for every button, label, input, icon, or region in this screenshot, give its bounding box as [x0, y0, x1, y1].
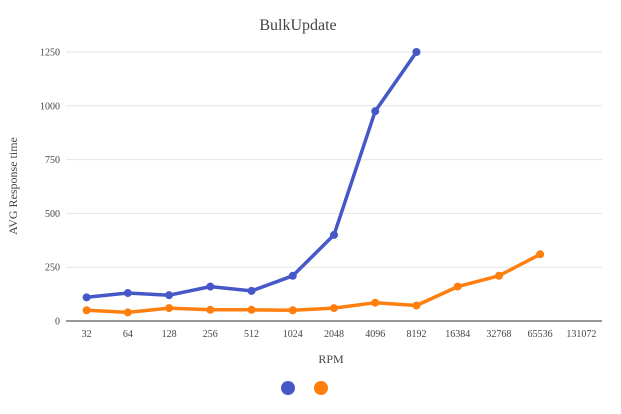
x-tick-label: 4096	[365, 329, 385, 340]
x-tick-label: 64	[123, 329, 133, 340]
series-line	[84, 50, 419, 300]
data-point	[82, 306, 91, 315]
legend	[281, 381, 328, 395]
y-tick-label: 0	[55, 317, 60, 328]
y-axis-ticks: 0 250 500 750 1000 1250	[40, 48, 60, 328]
data-point	[330, 230, 338, 239]
x-tick-label: 1024	[283, 329, 303, 340]
x-tick-label: 2048	[324, 329, 344, 340]
y-axis-label: AVG Response time	[6, 137, 20, 235]
legend-marker[interactable]	[281, 381, 295, 395]
y-tick-label: 500	[45, 209, 60, 220]
series-line	[84, 252, 542, 315]
data-point	[453, 282, 462, 291]
series-1	[82, 48, 421, 302]
x-axis-label: RPM	[318, 352, 344, 366]
x-tick-label: 256	[203, 329, 218, 340]
series-lines	[82, 48, 545, 317]
y-tick-label: 1250	[40, 48, 60, 59]
data-point	[247, 286, 256, 295]
data-point	[288, 306, 297, 315]
x-tick-label: 131072	[566, 329, 596, 340]
x-axis-ticks: 32 64 128 256 512 1024 2048 4096 8192 16384 32768 6…	[82, 329, 597, 340]
data-point	[494, 271, 503, 280]
data-point	[206, 282, 215, 291]
data-point	[82, 293, 91, 302]
x-tick-label: 65536	[528, 329, 553, 340]
y-tick-label: 750	[45, 155, 60, 166]
x-tick-label: 32768	[486, 329, 511, 340]
chart-title: BulkUpdate	[259, 17, 336, 34]
data-point	[412, 301, 421, 310]
x-tick-label: 8192	[406, 329, 426, 340]
data-point	[165, 291, 174, 300]
data-point	[165, 304, 174, 313]
data-point	[206, 305, 215, 314]
y-tick-label: 250	[45, 263, 60, 274]
data-point	[288, 271, 297, 280]
legend-marker[interactable]	[314, 381, 328, 395]
y-tick-label: 1000	[40, 101, 60, 112]
data-point	[123, 308, 132, 317]
data-point	[536, 250, 545, 259]
data-point	[412, 48, 421, 56]
data-point	[330, 304, 338, 313]
data-point	[371, 107, 380, 116]
x-tick-label: 16384	[445, 329, 470, 340]
data-point	[123, 289, 132, 298]
series-2	[82, 250, 545, 317]
gridlines	[66, 51, 602, 322]
x-tick-label: 32	[82, 329, 92, 340]
data-point	[247, 305, 256, 314]
x-tick-label: 512	[244, 329, 259, 340]
data-point	[371, 298, 380, 307]
x-tick-label: 128	[162, 329, 177, 340]
